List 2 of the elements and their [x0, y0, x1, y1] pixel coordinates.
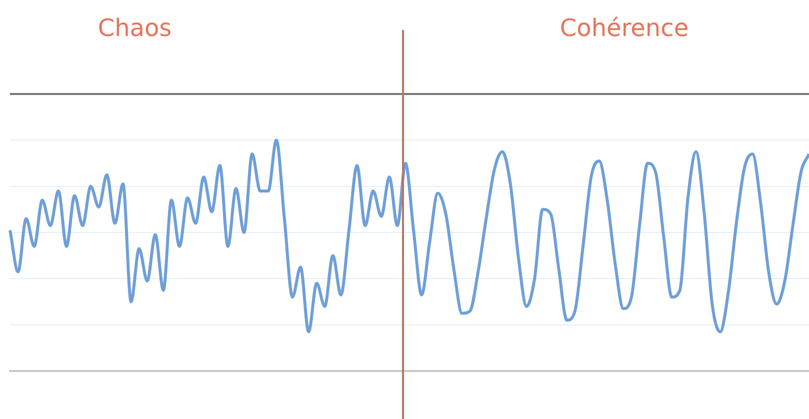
text: Chaos [98, 14, 172, 42]
text: Cohérence [560, 14, 689, 42]
